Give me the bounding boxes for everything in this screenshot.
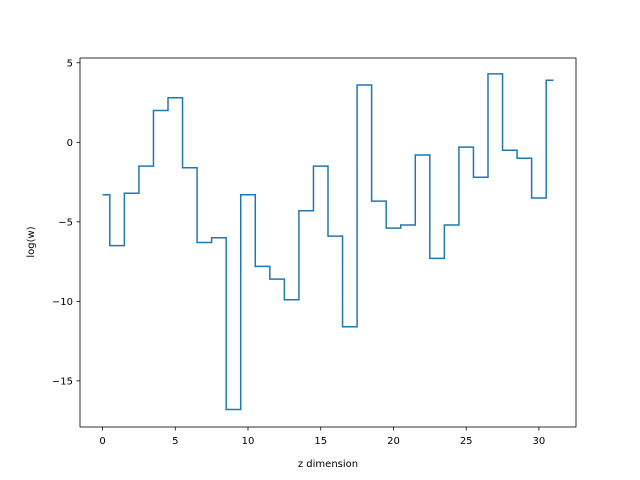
x-tick-label: 20 [387,436,400,447]
x-tick-label: 10 [242,436,255,447]
x-tick-label: 30 [533,436,546,447]
plot-frame [79,57,577,428]
y-tick-label: 0 [67,138,73,149]
y-axis: 5 0 −5 −10 −15 [52,58,80,387]
x-axis: 0 5 10 15 20 25 30 [99,427,545,447]
y-axis-label: log(w) [26,226,37,257]
y-tick-label: −10 [52,297,73,308]
y-tick-label: −5 [58,217,73,228]
x-tick-label: 15 [314,436,327,447]
y-tick-label: 5 [67,58,73,69]
x-tick-label: 5 [172,436,178,447]
x-tick-label: 0 [99,436,105,447]
y-tick-label: −15 [52,376,73,387]
series-line-0 [102,73,554,411]
x-tick-label: 25 [460,436,473,447]
x-axis-label: z dimension [298,459,358,470]
series-layer [102,73,554,411]
